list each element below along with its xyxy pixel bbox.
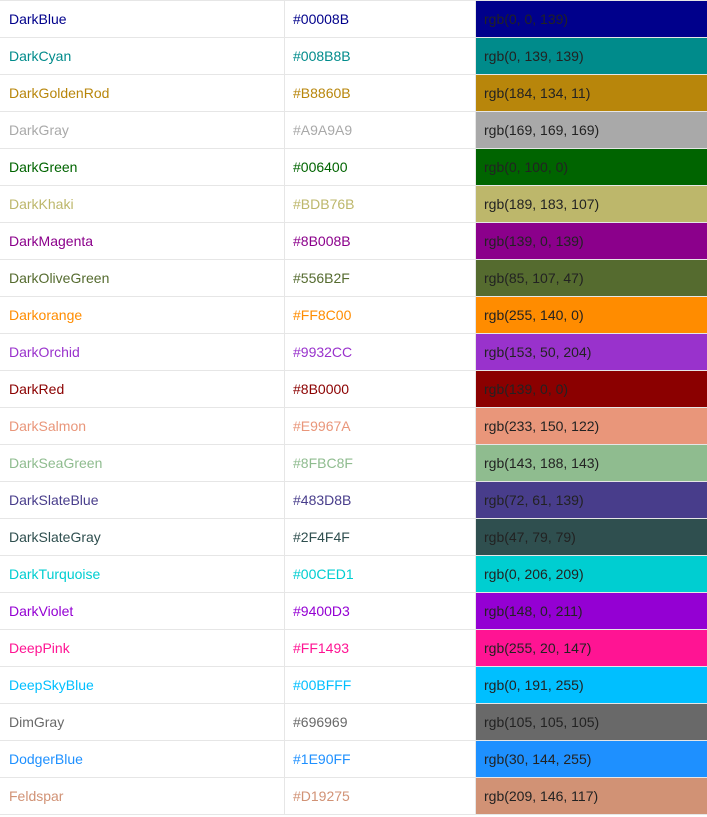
color-name-cell: DarkSeaGreen xyxy=(0,445,285,481)
color-hex-cell: #8B0000 xyxy=(285,371,476,407)
color-hex-cell: #9932CC xyxy=(285,334,476,370)
color-row: DarkTurquoise #00CED1 rgb(0, 206, 209) xyxy=(0,556,707,593)
color-name-cell: DarkGray xyxy=(0,112,285,148)
color-name-cell: DarkViolet xyxy=(0,593,285,629)
color-hex-cell: #BDB76B xyxy=(285,186,476,222)
color-name-cell: DarkCyan xyxy=(0,38,285,74)
color-name-cell: DarkKhaki xyxy=(0,186,285,222)
color-name-cell: DeepPink xyxy=(0,630,285,666)
color-row: DarkSlateBlue #483D8B rgb(72, 61, 139) xyxy=(0,482,707,519)
color-name-cell: DimGray xyxy=(0,704,285,740)
color-swatch-cell: rgb(139, 0, 0) xyxy=(476,371,707,407)
color-swatch-cell: rgb(143, 188, 143) xyxy=(476,445,707,481)
color-name-cell: DarkRed xyxy=(0,371,285,407)
color-hex-cell: #00008B xyxy=(285,1,476,37)
color-swatch-cell: rgb(85, 107, 47) xyxy=(476,260,707,296)
color-name-cell: DeepSkyBlue xyxy=(0,667,285,703)
color-row: DarkBlue #00008B rgb(0, 0, 139) xyxy=(0,1,707,38)
color-name-cell: DarkSlateGray xyxy=(0,519,285,555)
color-row: DarkViolet #9400D3 rgb(148, 0, 211) xyxy=(0,593,707,630)
color-row: DarkSalmon #E9967A rgb(233, 150, 122) xyxy=(0,408,707,445)
color-hex-cell: #00BFFF xyxy=(285,667,476,703)
color-hex-cell: #8FBC8F xyxy=(285,445,476,481)
color-swatch-cell: rgb(255, 20, 147) xyxy=(476,630,707,666)
color-row: DarkOliveGreen #556B2F rgb(85, 107, 47) xyxy=(0,260,707,297)
color-hex-cell: #D19275 xyxy=(285,778,476,814)
color-name-cell: DodgerBlue xyxy=(0,741,285,777)
color-row: DarkGreen #006400 rgb(0, 100, 0) xyxy=(0,149,707,186)
color-swatch-cell: rgb(47, 79, 79) xyxy=(476,519,707,555)
color-row: DarkOrchid #9932CC rgb(153, 50, 204) xyxy=(0,334,707,371)
color-hex-cell: #2F4F4F xyxy=(285,519,476,555)
color-name-cell: DarkOrchid xyxy=(0,334,285,370)
color-row: DarkCyan #008B8B rgb(0, 139, 139) xyxy=(0,38,707,75)
color-row: DarkRed #8B0000 rgb(139, 0, 0) xyxy=(0,371,707,408)
color-hex-cell: #008B8B xyxy=(285,38,476,74)
color-row: DeepSkyBlue #00BFFF rgb(0, 191, 255) xyxy=(0,667,707,704)
color-name-cell: DarkGreen xyxy=(0,149,285,185)
color-swatch-cell: rgb(139, 0, 139) xyxy=(476,223,707,259)
color-swatch-cell: rgb(0, 0, 139) xyxy=(476,1,707,37)
color-swatch-cell: rgb(148, 0, 211) xyxy=(476,593,707,629)
color-hex-cell: #FF8C00 xyxy=(285,297,476,333)
color-swatch-cell: rgb(189, 183, 107) xyxy=(476,186,707,222)
color-hex-cell: #8B008B xyxy=(285,223,476,259)
color-row: DarkKhaki #BDB76B rgb(189, 183, 107) xyxy=(0,186,707,223)
color-row: DarkSeaGreen #8FBC8F rgb(143, 188, 143) xyxy=(0,445,707,482)
color-hex-cell: #B8860B xyxy=(285,75,476,111)
color-swatch-cell: rgb(0, 139, 139) xyxy=(476,38,707,74)
color-row: Darkorange #FF8C00 rgb(255, 140, 0) xyxy=(0,297,707,334)
color-hex-cell: #00CED1 xyxy=(285,556,476,592)
color-row: DodgerBlue #1E90FF rgb(30, 144, 255) xyxy=(0,741,707,778)
color-name-cell: Feldspar xyxy=(0,778,285,814)
color-swatch-cell: rgb(233, 150, 122) xyxy=(476,408,707,444)
color-row: DimGray #696969 rgb(105, 105, 105) xyxy=(0,704,707,741)
color-hex-cell: #E9967A xyxy=(285,408,476,444)
color-row: DarkGoldenRod #B8860B rgb(184, 134, 11) xyxy=(0,75,707,112)
color-swatch-cell: rgb(184, 134, 11) xyxy=(476,75,707,111)
color-name-cell: DarkSlateBlue xyxy=(0,482,285,518)
color-swatch-cell: rgb(0, 191, 255) xyxy=(476,667,707,703)
color-name-cell: DarkGoldenRod xyxy=(0,75,285,111)
color-swatch-cell: rgb(255, 140, 0) xyxy=(476,297,707,333)
color-swatch-cell: rgb(0, 206, 209) xyxy=(476,556,707,592)
color-swatch-cell: rgb(72, 61, 139) xyxy=(476,482,707,518)
color-row: DeepPink #FF1493 rgb(255, 20, 147) xyxy=(0,630,707,667)
color-hex-cell: #006400 xyxy=(285,149,476,185)
color-swatch-cell: rgb(153, 50, 204) xyxy=(476,334,707,370)
color-swatch-cell: rgb(30, 144, 255) xyxy=(476,741,707,777)
color-swatch-cell: rgb(0, 100, 0) xyxy=(476,149,707,185)
color-hex-cell: #483D8B xyxy=(285,482,476,518)
color-hex-cell: #696969 xyxy=(285,704,476,740)
color-name-cell: DarkBlue xyxy=(0,1,285,37)
color-name-cell: DarkMagenta xyxy=(0,223,285,259)
color-name-cell: DarkOliveGreen xyxy=(0,260,285,296)
color-swatch-cell: rgb(105, 105, 105) xyxy=(476,704,707,740)
color-swatch-cell: rgb(209, 146, 117) xyxy=(476,778,707,814)
color-row: Feldspar #D19275 rgb(209, 146, 117) xyxy=(0,778,707,815)
color-name-cell: DarkTurquoise xyxy=(0,556,285,592)
color-row: DarkGray #A9A9A9 rgb(169, 169, 169) xyxy=(0,112,707,149)
color-hex-cell: #556B2F xyxy=(285,260,476,296)
color-name-cell: DarkSalmon xyxy=(0,408,285,444)
color-row: DarkMagenta #8B008B rgb(139, 0, 139) xyxy=(0,223,707,260)
color-swatch-cell: rgb(169, 169, 169) xyxy=(476,112,707,148)
color-hex-cell: #1E90FF xyxy=(285,741,476,777)
color-hex-cell: #9400D3 xyxy=(285,593,476,629)
color-hex-cell: #A9A9A9 xyxy=(285,112,476,148)
color-hex-cell: #FF1493 xyxy=(285,630,476,666)
color-name-cell: Darkorange xyxy=(0,297,285,333)
color-row: DarkSlateGray #2F4F4F rgb(47, 79, 79) xyxy=(0,519,707,556)
